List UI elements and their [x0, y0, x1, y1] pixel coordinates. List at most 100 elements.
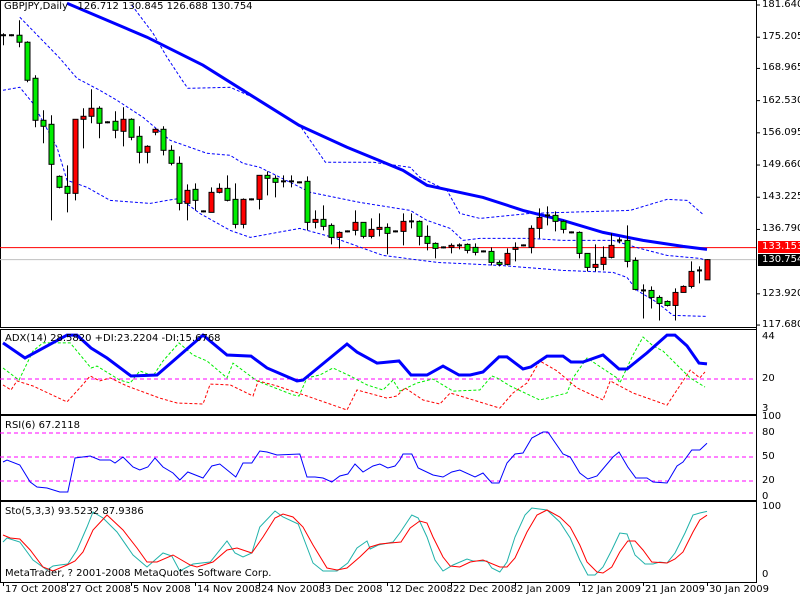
date-label: 24 Nov 2008 [261, 584, 326, 595]
symbol-header: GBPJPY,Daily 126.712 130.845 126.688 130… [4, 1, 253, 13]
stochastic-tick-label: 0 [762, 569, 769, 580]
price-tick-label: 117.680 [762, 319, 800, 331]
candle-bullish [368, 228, 375, 237]
price-tick-label: 175.205 [762, 31, 800, 43]
rsi-tick-label: 20 [762, 475, 775, 486]
candle-bearish [32, 77, 39, 121]
candle-bullish [88, 107, 95, 117]
main-price-panel [0, 0, 757, 328]
candle-bearish [464, 243, 471, 251]
price-tick-label: 181.640 [762, 0, 800, 10]
candle-bearish [624, 239, 631, 262]
date-label: 12 Jan 2009 [581, 584, 641, 595]
candle-bearish [136, 135, 143, 153]
candle-bullish [688, 270, 695, 287]
candle-bearish [360, 221, 367, 237]
candle-bullish [184, 189, 191, 204]
candle-bearish [560, 220, 567, 230]
candle-bearish [584, 252, 591, 268]
adx-line [2, 333, 708, 383]
date-label: 27 Oct 2008 [69, 584, 131, 595]
candle-bullish [512, 246, 519, 250]
candle-bullish [80, 115, 87, 120]
candle-bullish [672, 291, 679, 306]
date-label: 21 Jan 2009 [645, 584, 705, 595]
candle-bullish [144, 145, 151, 153]
candle-bearish [232, 198, 239, 225]
candle-bearish [24, 41, 31, 81]
candle-bullish [504, 252, 511, 265]
date-label: 5 Nov 2008 [133, 584, 191, 595]
candle-bullish [528, 227, 535, 248]
candle-bearish [576, 231, 583, 254]
candle-bullish [704, 259, 711, 281]
price-tick-label: 162.530 [762, 94, 800, 106]
symbol-name: GBPJPY,Daily [4, 1, 68, 12]
date-label: 22 Dec 2008 [453, 584, 517, 595]
plus-di-line [2, 336, 706, 401]
candle-bullish [312, 218, 319, 223]
candle-bearish [552, 214, 559, 222]
ohlc-open: 126.712 [77, 1, 119, 12]
candle-bearish [56, 175, 63, 188]
candle-bearish [656, 296, 663, 304]
candle-bearish [16, 34, 23, 43]
candle-bearish [648, 289, 655, 298]
candle-bullish [72, 118, 79, 194]
candle-bearish [176, 162, 183, 204]
date-label: 30 Jan 2009 [709, 584, 769, 595]
candle-bullish [336, 231, 343, 238]
candle-bullish [120, 118, 127, 132]
candle-bullish [608, 244, 615, 258]
candle-bearish [488, 250, 495, 263]
candle-bullish [592, 263, 599, 268]
adx-tick-label: 3 [762, 402, 769, 414]
candle-bullish [240, 198, 247, 225]
price-tick-label: 123.920 [762, 287, 800, 299]
date-label: 12 Dec 2008 [389, 584, 453, 595]
candle-bearish [472, 246, 479, 253]
ohlc-close: 130.754 [211, 1, 253, 12]
candle-bullish [216, 187, 223, 193]
ohlc-low: 126.688 [166, 1, 208, 12]
price-tick-label: 136.790 [762, 223, 800, 235]
candle-bearish [304, 180, 311, 223]
candle-bearish [40, 119, 47, 127]
rsi-tick-label: 0 [762, 491, 769, 502]
candle-bearish [632, 259, 639, 290]
copyright-text: MetaTrader, ? 2001-2008 MetaQuotes Softw… [5, 568, 272, 579]
adx-tick-label: 20 [762, 373, 775, 384]
candle-bullish [256, 174, 263, 200]
candle-bearish [328, 224, 335, 238]
candle-bearish [424, 235, 431, 244]
candle-bearish [384, 226, 391, 234]
candle-bearish [112, 120, 119, 131]
candle-bullish [400, 220, 407, 232]
candle-bullish [536, 216, 543, 229]
adx-label: ADX(14) 28.5820 +DI:23.2204 -DI:15.6768 [5, 333, 221, 344]
price-tick-label: 149.660 [762, 159, 800, 171]
candle-bearish [272, 177, 279, 183]
candle-bearish [664, 300, 671, 306]
rsi-tick-label: 100 [762, 411, 782, 422]
bollinger-upper-band [131, 4, 704, 219]
rsi-label: RSI(6) 67.2118 [5, 420, 80, 431]
bollinger-middle-band [19, 16, 708, 261]
price-tick-label: 156.095 [762, 126, 800, 138]
rsi-tick-label: 50 [762, 451, 775, 462]
stochastic-label: Sto(5,3,3) 93.5232 87.9386 [5, 506, 144, 517]
candle-bearish [168, 149, 175, 164]
candle-bearish [264, 174, 271, 179]
level-price-label: 133.153 [758, 241, 800, 253]
date-label: 2 Jan 2009 [517, 584, 571, 595]
candle-bullish [448, 244, 455, 248]
rsi-tick-label: 80 [762, 427, 775, 438]
candle-bearish [432, 242, 439, 249]
date-label: 14 Nov 2008 [197, 584, 262, 595]
candle-bearish [48, 123, 55, 165]
candle-bearish [224, 187, 231, 201]
candle-bullish [680, 285, 687, 293]
candle-bearish [416, 220, 423, 237]
moving-average-line [66, 1, 708, 251]
